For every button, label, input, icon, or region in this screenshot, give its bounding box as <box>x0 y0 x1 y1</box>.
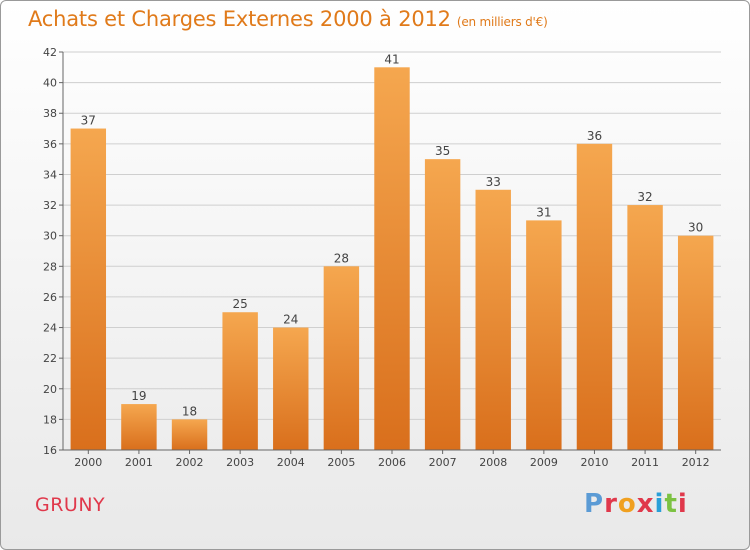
bar-2011 <box>627 205 663 450</box>
bar-2000 <box>70 128 107 450</box>
bar-2003 <box>222 312 258 450</box>
x-tick-label: 2008 <box>479 456 507 469</box>
chart-title-text: Achats et Charges Externes 2000 à 2012 <box>28 7 451 31</box>
bar-2007 <box>424 159 461 450</box>
bar-value-label: 36 <box>587 129 602 143</box>
x-tick-label: 2003 <box>226 456 254 469</box>
x-tick-label: 2007 <box>429 456 457 469</box>
x-tick-label: 2004 <box>277 456 305 469</box>
x-tick-label: 2011 <box>631 456 659 469</box>
bar-value-label: 28 <box>334 251 349 265</box>
bar-2010 <box>576 143 613 450</box>
bar-2012 <box>677 235 714 450</box>
place-name: GRUNY <box>35 494 106 516</box>
bar-value-label: 25 <box>233 297 248 311</box>
bar-value-label: 19 <box>131 389 146 403</box>
logo-letter: t <box>664 489 678 519</box>
bar-value-label: 35 <box>435 144 450 158</box>
logo-letter: o <box>617 489 637 519</box>
bar-2001 <box>121 404 157 450</box>
x-tick-label: 2009 <box>530 456 558 469</box>
y-tick-label: 26 <box>43 291 57 304</box>
chart-subtitle: (en milliers d'€) <box>456 15 548 29</box>
y-axis: 16 18 20 22 24 26 28 30 32 34 36 38 40 42 <box>43 46 64 457</box>
x-tick-label: 2012 <box>682 456 710 469</box>
y-tick-label: 32 <box>43 199 57 212</box>
logo-letter: x <box>636 489 655 519</box>
y-tick-label: 36 <box>43 138 57 151</box>
proxiti-logo: Proxiti <box>584 489 688 519</box>
y-tick-label: 20 <box>43 383 57 396</box>
bar-2002 <box>171 419 208 450</box>
bar-2005 <box>323 266 360 450</box>
y-tick-label: 16 <box>43 444 57 457</box>
bar-value-label: 41 <box>384 52 399 66</box>
y-tick-label: 40 <box>43 77 57 90</box>
logo-letter: r <box>604 489 618 519</box>
x-tick-label: 2000 <box>74 456 102 469</box>
bars: 37 19 18 25 24 28 41 35 33 31 36 32 30 <box>70 52 714 451</box>
x-tick-label: 2010 <box>580 456 608 469</box>
bar-value-label: 33 <box>486 175 501 189</box>
bar-value-label: 24 <box>283 313 298 327</box>
bar-2006 <box>374 67 410 451</box>
y-tick-label: 24 <box>43 322 57 335</box>
bar-2009 <box>526 220 562 450</box>
y-tick-label: 38 <box>43 107 57 120</box>
y-tick-label: 30 <box>43 230 57 243</box>
logo-letter: i <box>677 489 688 519</box>
y-tick-label: 34 <box>43 168 57 181</box>
x-tick-label: 2002 <box>176 456 204 469</box>
bar-2008 <box>475 189 511 450</box>
y-tick-label: 28 <box>43 260 57 273</box>
bar-value-label: 37 <box>81 114 96 128</box>
logo-letter: P <box>584 489 605 519</box>
x-tick-label: 2006 <box>378 456 406 469</box>
bar-value-label: 18 <box>182 404 197 418</box>
bar-value-label: 31 <box>536 205 551 219</box>
bar-value-label: 30 <box>688 221 703 235</box>
x-tick-label: 2001 <box>125 456 153 469</box>
bar-value-label: 32 <box>637 190 652 204</box>
logo-letter: i <box>654 489 665 519</box>
x-axis: 2000 2001 2002 2003 2004 2005 2006 2007 2008 2009… <box>63 449 721 469</box>
bar-2004 <box>273 327 309 450</box>
x-tick-label: 2005 <box>327 456 355 469</box>
y-tick-label: 22 <box>43 352 57 365</box>
y-tick-label: 18 <box>43 413 57 426</box>
y-tick-label: 42 <box>43 46 57 59</box>
chart-title: Achats et Charges Externes 2000 à 2012 (e… <box>28 7 548 31</box>
